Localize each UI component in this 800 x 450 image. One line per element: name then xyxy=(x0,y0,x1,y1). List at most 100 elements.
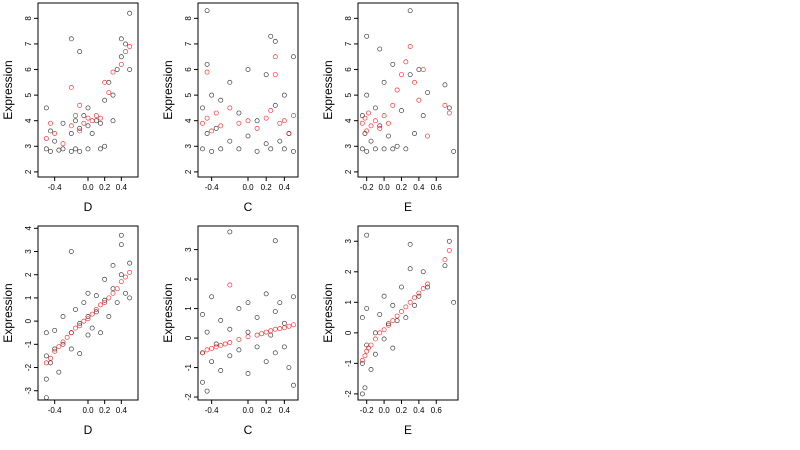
data-point xyxy=(60,141,66,147)
data-point xyxy=(93,309,99,315)
x-tick-label: 0.2 xyxy=(99,183,111,192)
data-point xyxy=(204,61,210,67)
data-point xyxy=(364,33,370,39)
data-point xyxy=(442,263,448,269)
data-point xyxy=(218,342,224,348)
data-point xyxy=(68,84,74,90)
data-point xyxy=(281,320,287,326)
x-axis-label: E xyxy=(404,200,412,214)
data-point xyxy=(123,274,128,280)
x-tick-label: 0.4 xyxy=(279,183,291,192)
y-tick-label: 4 xyxy=(24,118,33,123)
data-point xyxy=(102,300,108,306)
data-point xyxy=(118,61,124,67)
y-axis-label: Expression xyxy=(161,60,175,119)
data-point xyxy=(277,326,283,332)
data-point xyxy=(381,113,387,119)
data-point xyxy=(85,290,91,296)
data-point xyxy=(364,305,370,311)
data-point xyxy=(372,336,378,342)
data-point xyxy=(102,143,108,149)
data-point xyxy=(118,36,124,42)
data-point xyxy=(399,72,404,78)
data-point xyxy=(227,105,233,111)
data-point xyxy=(209,128,215,134)
x-tick-label: -0.2 xyxy=(360,183,374,192)
x-tick-label: 0.4 xyxy=(279,406,291,415)
data-point xyxy=(48,128,53,134)
data-point xyxy=(102,276,108,282)
data-point xyxy=(123,290,128,296)
data-point xyxy=(106,90,112,96)
data-point xyxy=(127,44,133,49)
scatter-panel-E-bottom: -0.2 0.0 0.2 0.4 0.6 -2 -1 0 1 2 3 E Expression xyxy=(321,225,459,437)
data-point xyxy=(85,316,91,322)
data-point xyxy=(118,279,124,285)
data-point xyxy=(390,302,396,308)
data-point xyxy=(254,148,260,154)
data-point xyxy=(403,59,409,65)
data-point xyxy=(213,110,219,116)
data-point xyxy=(52,348,58,354)
data-point xyxy=(77,351,83,357)
data-point xyxy=(127,67,133,72)
y-tick-label: 6 xyxy=(344,67,353,72)
data-point xyxy=(263,115,269,121)
y-tick-label: 2 xyxy=(344,269,353,274)
data-point xyxy=(98,120,103,126)
data-point xyxy=(272,102,278,108)
data-point xyxy=(359,357,365,363)
y-tick-label: 1 xyxy=(24,295,33,300)
data-point xyxy=(110,286,116,292)
data-point xyxy=(77,128,83,134)
plot-frame xyxy=(37,225,139,401)
data-point xyxy=(43,360,49,366)
y-tick-label: 3 xyxy=(24,249,33,254)
data-point xyxy=(407,8,413,14)
y-tick-label: -3 xyxy=(24,387,33,395)
data-point xyxy=(209,294,215,300)
data-point xyxy=(359,360,365,366)
x-tick-label: 0.4 xyxy=(413,406,425,415)
data-point xyxy=(291,382,296,388)
data-point xyxy=(425,90,431,96)
data-point xyxy=(407,72,413,78)
data-point xyxy=(77,102,83,108)
data-point xyxy=(385,321,391,327)
data-point xyxy=(268,332,274,338)
data-point xyxy=(425,281,431,287)
data-point xyxy=(390,102,396,108)
data-point xyxy=(52,327,58,333)
data-point xyxy=(77,49,83,55)
data-point xyxy=(118,232,124,238)
data-point xyxy=(359,120,365,126)
x-tick-label: -0.4 xyxy=(205,406,219,415)
data-point xyxy=(110,262,116,268)
data-point xyxy=(381,336,387,342)
data-point xyxy=(52,131,58,136)
data-point xyxy=(368,342,374,348)
data-point xyxy=(81,113,87,119)
series-black-points xyxy=(200,229,296,394)
x-tick-label: -0.4 xyxy=(48,183,62,192)
series-black-points xyxy=(43,10,133,154)
data-point xyxy=(442,257,448,263)
data-point xyxy=(272,238,278,244)
series-black-points xyxy=(200,8,296,154)
scatter-panel-E-top: -0.2 0.0 0.2 0.4 0.6 2 3 4 5 6 7 8 E Expression xyxy=(321,2,459,214)
points-layer xyxy=(359,8,457,154)
data-point xyxy=(89,131,95,136)
data-point xyxy=(377,46,383,52)
x-axis-label: D xyxy=(84,200,93,214)
data-point xyxy=(245,300,251,306)
data-point xyxy=(102,297,108,303)
data-point xyxy=(98,146,103,152)
data-point xyxy=(85,115,91,121)
data-point xyxy=(412,302,417,308)
points-layer xyxy=(359,232,457,397)
data-point xyxy=(399,108,404,113)
x-tick-label: 0.2 xyxy=(261,183,273,192)
data-point xyxy=(286,323,292,329)
data-point xyxy=(263,329,269,335)
data-point xyxy=(102,97,108,103)
